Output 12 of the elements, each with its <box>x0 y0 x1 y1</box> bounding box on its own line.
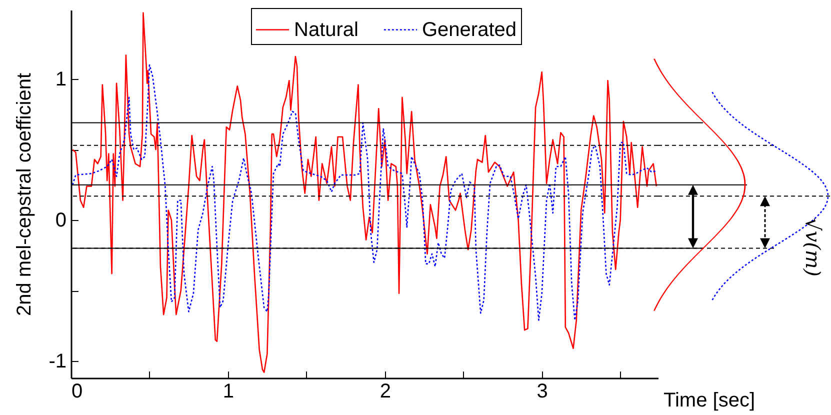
y-axis-title: 2nd mel-cepstral coefficient <box>14 72 36 316</box>
legend-label: Generated <box>422 18 517 41</box>
legend-label: Natural <box>294 18 358 41</box>
y-tick-label: 0 <box>55 210 66 232</box>
x-tick-label: 2 <box>380 380 391 402</box>
x-axis-title: Time [sec] <box>664 390 755 412</box>
text: √v(m) <box>801 218 825 277</box>
y-tick-label: -1 <box>48 350 66 373</box>
x-tick-label: 1 <box>222 380 234 402</box>
x-tick-label: 0 <box>72 380 83 402</box>
y-tick-label: 1 <box>55 68 66 91</box>
x-tick-label: 3 <box>536 380 548 402</box>
